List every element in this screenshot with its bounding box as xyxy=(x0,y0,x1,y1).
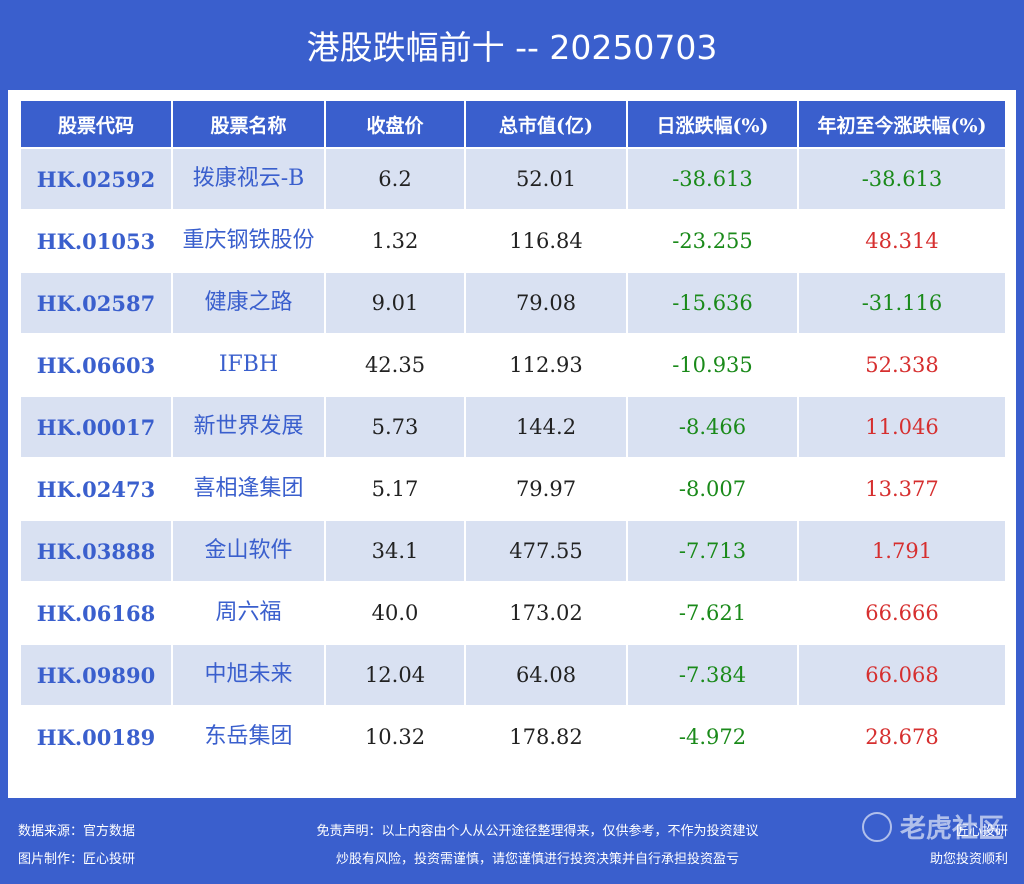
header-ytd-change: 年初至今涨跌幅(%) xyxy=(797,99,1007,149)
stock-name-cell: 金山软件 xyxy=(171,519,326,583)
market-cap-cell: 79.08 xyxy=(464,271,628,335)
stock-code-cell: HK.01053 xyxy=(19,209,173,273)
close-price-cell: 34.1 xyxy=(324,519,466,583)
market-cap-cell: 173.02 xyxy=(464,581,628,645)
stock-code-cell: HK.00017 xyxy=(19,395,173,459)
stock-code-cell: HK.00189 xyxy=(19,705,173,769)
ytd-change-cell: 66.666 xyxy=(797,581,1007,645)
close-price-cell: 6.2 xyxy=(324,147,466,211)
ytd-change-cell: -38.613 xyxy=(797,147,1007,211)
image-maker: 图片制作：匠心投研 xyxy=(18,852,136,867)
footer-right-slogan: 助您投资顺利 xyxy=(929,852,1008,867)
ytd-change-cell: 52.338 xyxy=(797,333,1007,397)
close-price-cell: 5.73 xyxy=(324,395,466,459)
close-price-cell: 9.01 xyxy=(324,271,466,335)
footer-right-brand: 匠心投研 xyxy=(955,824,1008,839)
close-price-cell: 12.04 xyxy=(324,643,466,707)
ytd-change-cell: 28.678 xyxy=(797,705,1007,769)
day-change-cell: -15.636 xyxy=(626,271,799,335)
table-row: HK.02592 拨康视云-B 6.2 52.01 -38.613 -38.613 xyxy=(19,147,1007,211)
table-row: HK.00017 新世界发展 5.73 144.2 -8.466 11.046 xyxy=(19,395,1007,459)
market-cap-cell: 64.08 xyxy=(464,643,628,707)
page-title: 港股跌幅前十 -- 20250703 xyxy=(306,28,718,67)
stock-code-cell: HK.03888 xyxy=(19,519,173,583)
table-header-row: 股票代码 股票名称 收盘价 总市值(亿) 日涨跌幅(%) 年初至今涨跌幅(%) xyxy=(19,99,1007,149)
stock-name-cell: 新世界发展 xyxy=(171,395,326,459)
table-row: HK.00189 东岳集团 10.32 178.82 -4.972 28.678 xyxy=(19,705,1007,769)
header-day-change: 日涨跌幅(%) xyxy=(626,99,799,149)
market-cap-cell: 79.97 xyxy=(464,457,628,521)
close-price-cell: 5.17 xyxy=(324,457,466,521)
ytd-change-cell: 11.046 xyxy=(797,395,1007,459)
close-price-cell: 10.32 xyxy=(324,705,466,769)
day-change-cell: -23.255 xyxy=(626,209,799,273)
stock-name-cell: 中旭未来 xyxy=(171,643,326,707)
market-cap-cell: 477.55 xyxy=(464,519,628,583)
day-change-cell: -7.384 xyxy=(626,643,799,707)
disclaimer-line-1: 免责声明：以上内容由个人从公开途径整理得来，仅供参考，不作为投资建议 xyxy=(316,824,759,839)
day-change-cell: -10.935 xyxy=(626,333,799,397)
stock-name-cell: 周六福 xyxy=(171,581,326,645)
ytd-change-cell: 66.068 xyxy=(797,643,1007,707)
stock-code-cell: HK.06168 xyxy=(19,581,173,645)
stock-code-cell: HK.02473 xyxy=(19,457,173,521)
stock-name-cell: 拨康视云-B xyxy=(171,147,326,211)
day-change-cell: -7.713 xyxy=(626,519,799,583)
stock-code-cell: HK.02592 xyxy=(19,147,173,211)
close-price-cell: 1.32 xyxy=(324,209,466,273)
stock-table: 股票代码 股票名称 收盘价 总市值(亿) 日涨跌幅(%) 年初至今涨跌幅(%) … xyxy=(19,99,1007,769)
stock-code-cell: HK.02587 xyxy=(19,271,173,335)
stock-name-cell: 喜相逢集团 xyxy=(171,457,326,521)
ytd-change-cell: 48.314 xyxy=(797,209,1007,273)
stock-code-cell: HK.09890 xyxy=(19,643,173,707)
market-cap-cell: 116.84 xyxy=(464,209,628,273)
ytd-change-cell: 1.791 xyxy=(797,519,1007,583)
table-row: HK.02587 健康之路 9.01 79.08 -15.636 -31.116 xyxy=(19,271,1007,335)
table-row: HK.03888 金山软件 34.1 477.55 -7.713 1.791 xyxy=(19,519,1007,583)
market-cap-cell: 144.2 xyxy=(464,395,628,459)
day-change-cell: -38.613 xyxy=(626,147,799,211)
watermark-text: 老虎社区 xyxy=(899,814,1004,844)
day-change-cell: -8.007 xyxy=(626,457,799,521)
ytd-change-cell: -31.116 xyxy=(797,271,1007,335)
tiger-logo-icon xyxy=(861,811,892,842)
header-name: 股票名称 xyxy=(171,99,326,149)
close-price-cell: 42.35 xyxy=(324,333,466,397)
market-cap-cell: 112.93 xyxy=(464,333,628,397)
stock-name-cell: 重庆钢铁股份 xyxy=(171,209,326,273)
market-cap-cell: 178.82 xyxy=(464,705,628,769)
stock-code-cell: HK.06603 xyxy=(19,333,173,397)
table-row: HK.02473 喜相逢集团 5.17 79.97 -8.007 13.377 xyxy=(19,457,1007,521)
table-row: HK.01053 重庆钢铁股份 1.32 116.84 -23.255 48.314 xyxy=(19,209,1007,273)
header-market-cap: 总市值(亿) xyxy=(464,99,628,149)
data-source: 数据来源：官方数据 xyxy=(18,824,136,839)
stock-name-cell: 东岳集团 xyxy=(171,705,326,769)
day-change-cell: -8.466 xyxy=(626,395,799,459)
stock-name-cell: 健康之路 xyxy=(171,271,326,335)
close-price-cell: 40.0 xyxy=(324,581,466,645)
footer: 数据来源：官方数据 图片制作：匠心投研 免责声明：以上内容由个人从公开途径整理得… xyxy=(0,798,1024,884)
stock-name-cell: IFBH xyxy=(171,333,326,397)
header-code: 股票代码 xyxy=(19,99,173,149)
market-cap-cell: 52.01 xyxy=(464,147,628,211)
day-change-cell: -7.621 xyxy=(626,581,799,645)
table-row: HK.06168 周六福 40.0 173.02 -7.621 66.666 xyxy=(19,581,1007,645)
disclaimer-line-2: 炒股有风险，投资需谨慎，请您谨慎进行投资决策并自行承担投资盈亏 xyxy=(335,852,739,867)
watermark: 老虎社区 xyxy=(861,808,1004,845)
table-row: HK.09890 中旭未来 12.04 64.08 -7.384 66.068 xyxy=(19,643,1007,707)
table-row: HK.06603 IFBH 42.35 112.93 -10.935 52.338 xyxy=(19,333,1007,397)
day-change-cell: -4.972 xyxy=(626,705,799,769)
header-close: 收盘价 xyxy=(324,99,466,149)
table-panel: 股票代码 股票名称 收盘价 总市值(亿) 日涨跌幅(%) 年初至今涨跌幅(%) … xyxy=(8,90,1016,798)
ytd-change-cell: 13.377 xyxy=(797,457,1007,521)
